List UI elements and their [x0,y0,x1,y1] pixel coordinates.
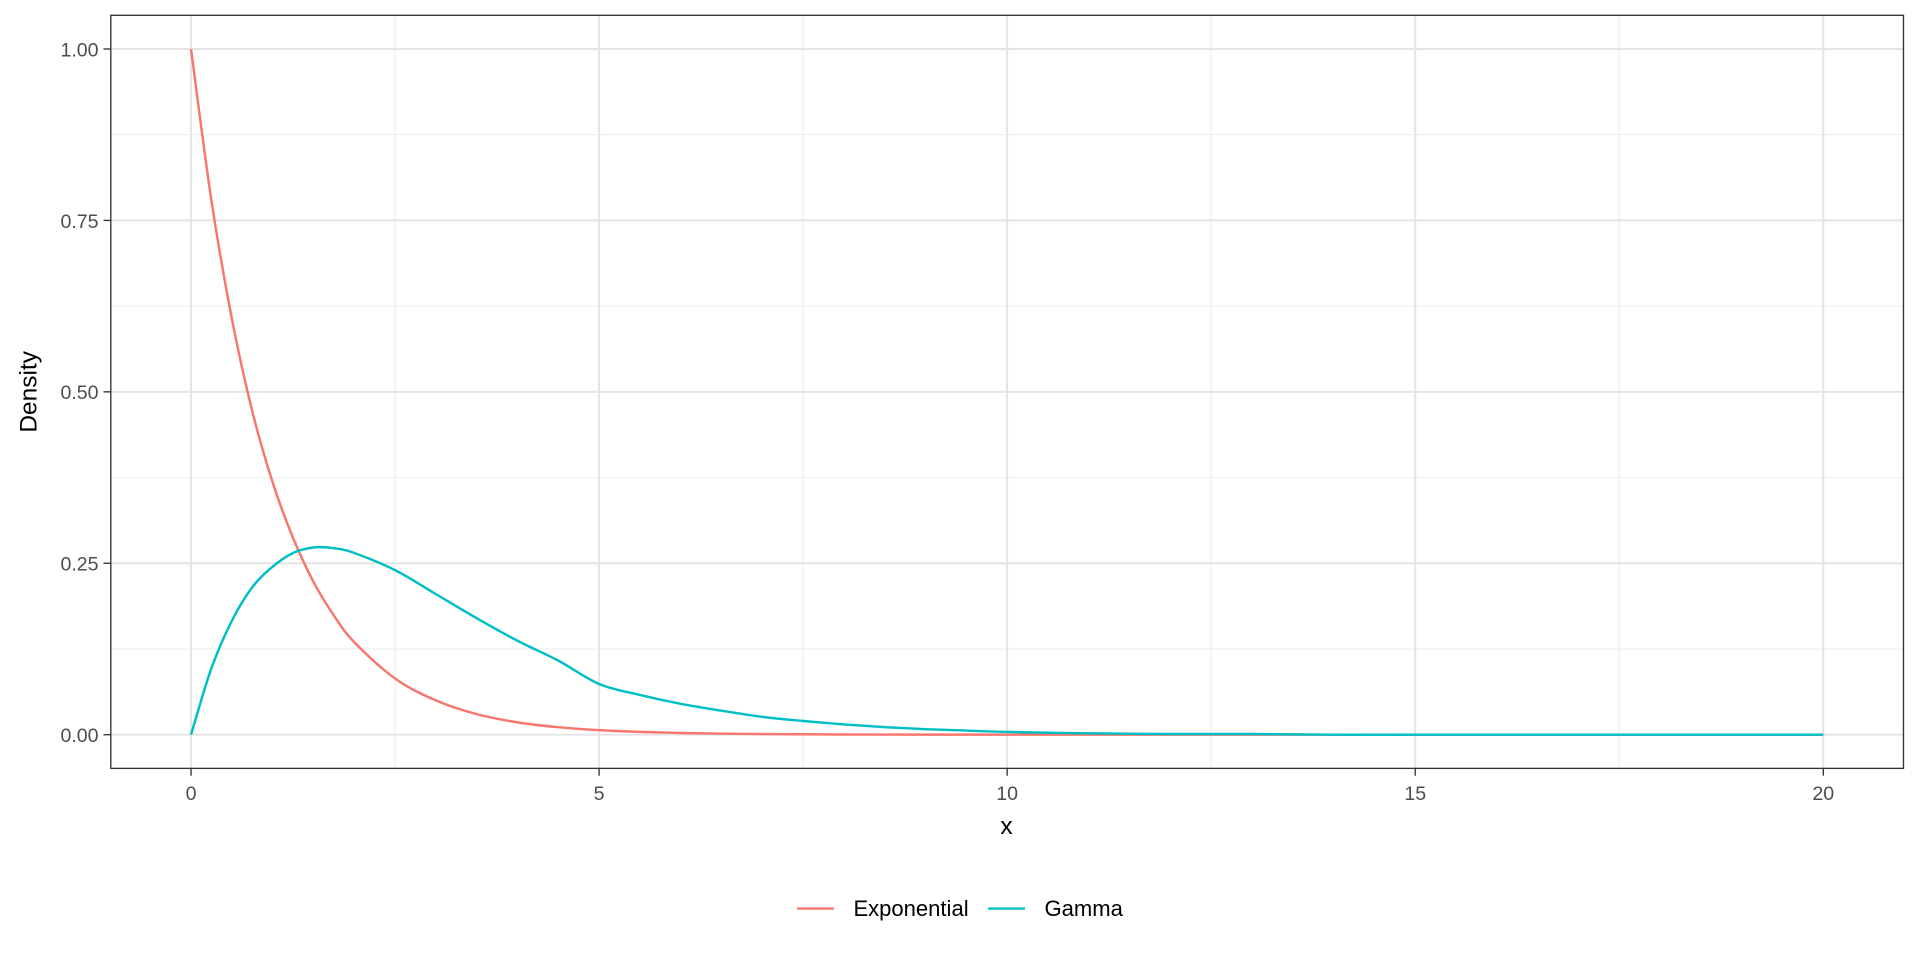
x-tick-label: 0 [186,783,197,805]
x-tick-label: 10 [996,783,1018,805]
x-axis: 0 5 10 15 20 [186,768,1834,805]
y-axis-label: Density [16,350,43,432]
x-axis-label: x [1000,813,1012,840]
y-tick-label: 0.25 [60,554,98,576]
y-axis: 0.00 0.25 0.50 0.75 1.00 [60,39,111,747]
y-tick-label: 0.75 [60,211,98,233]
x-tick-label: 15 [1404,783,1426,805]
y-tick-label: 0.50 [60,382,98,404]
series-line-gamma [189,545,1824,736]
y-tick-label: 1.00 [60,39,98,61]
series-lines [189,48,1824,736]
x-tick-label: 5 [594,783,605,805]
y-tick-label: 0.00 [60,725,98,747]
legend: Exponential Gamma [797,896,1124,921]
legend-label-gamma: Gamma [1045,896,1124,921]
x-tick-label: 20 [1812,783,1834,805]
legend-label-exponential: Exponential [853,896,968,921]
